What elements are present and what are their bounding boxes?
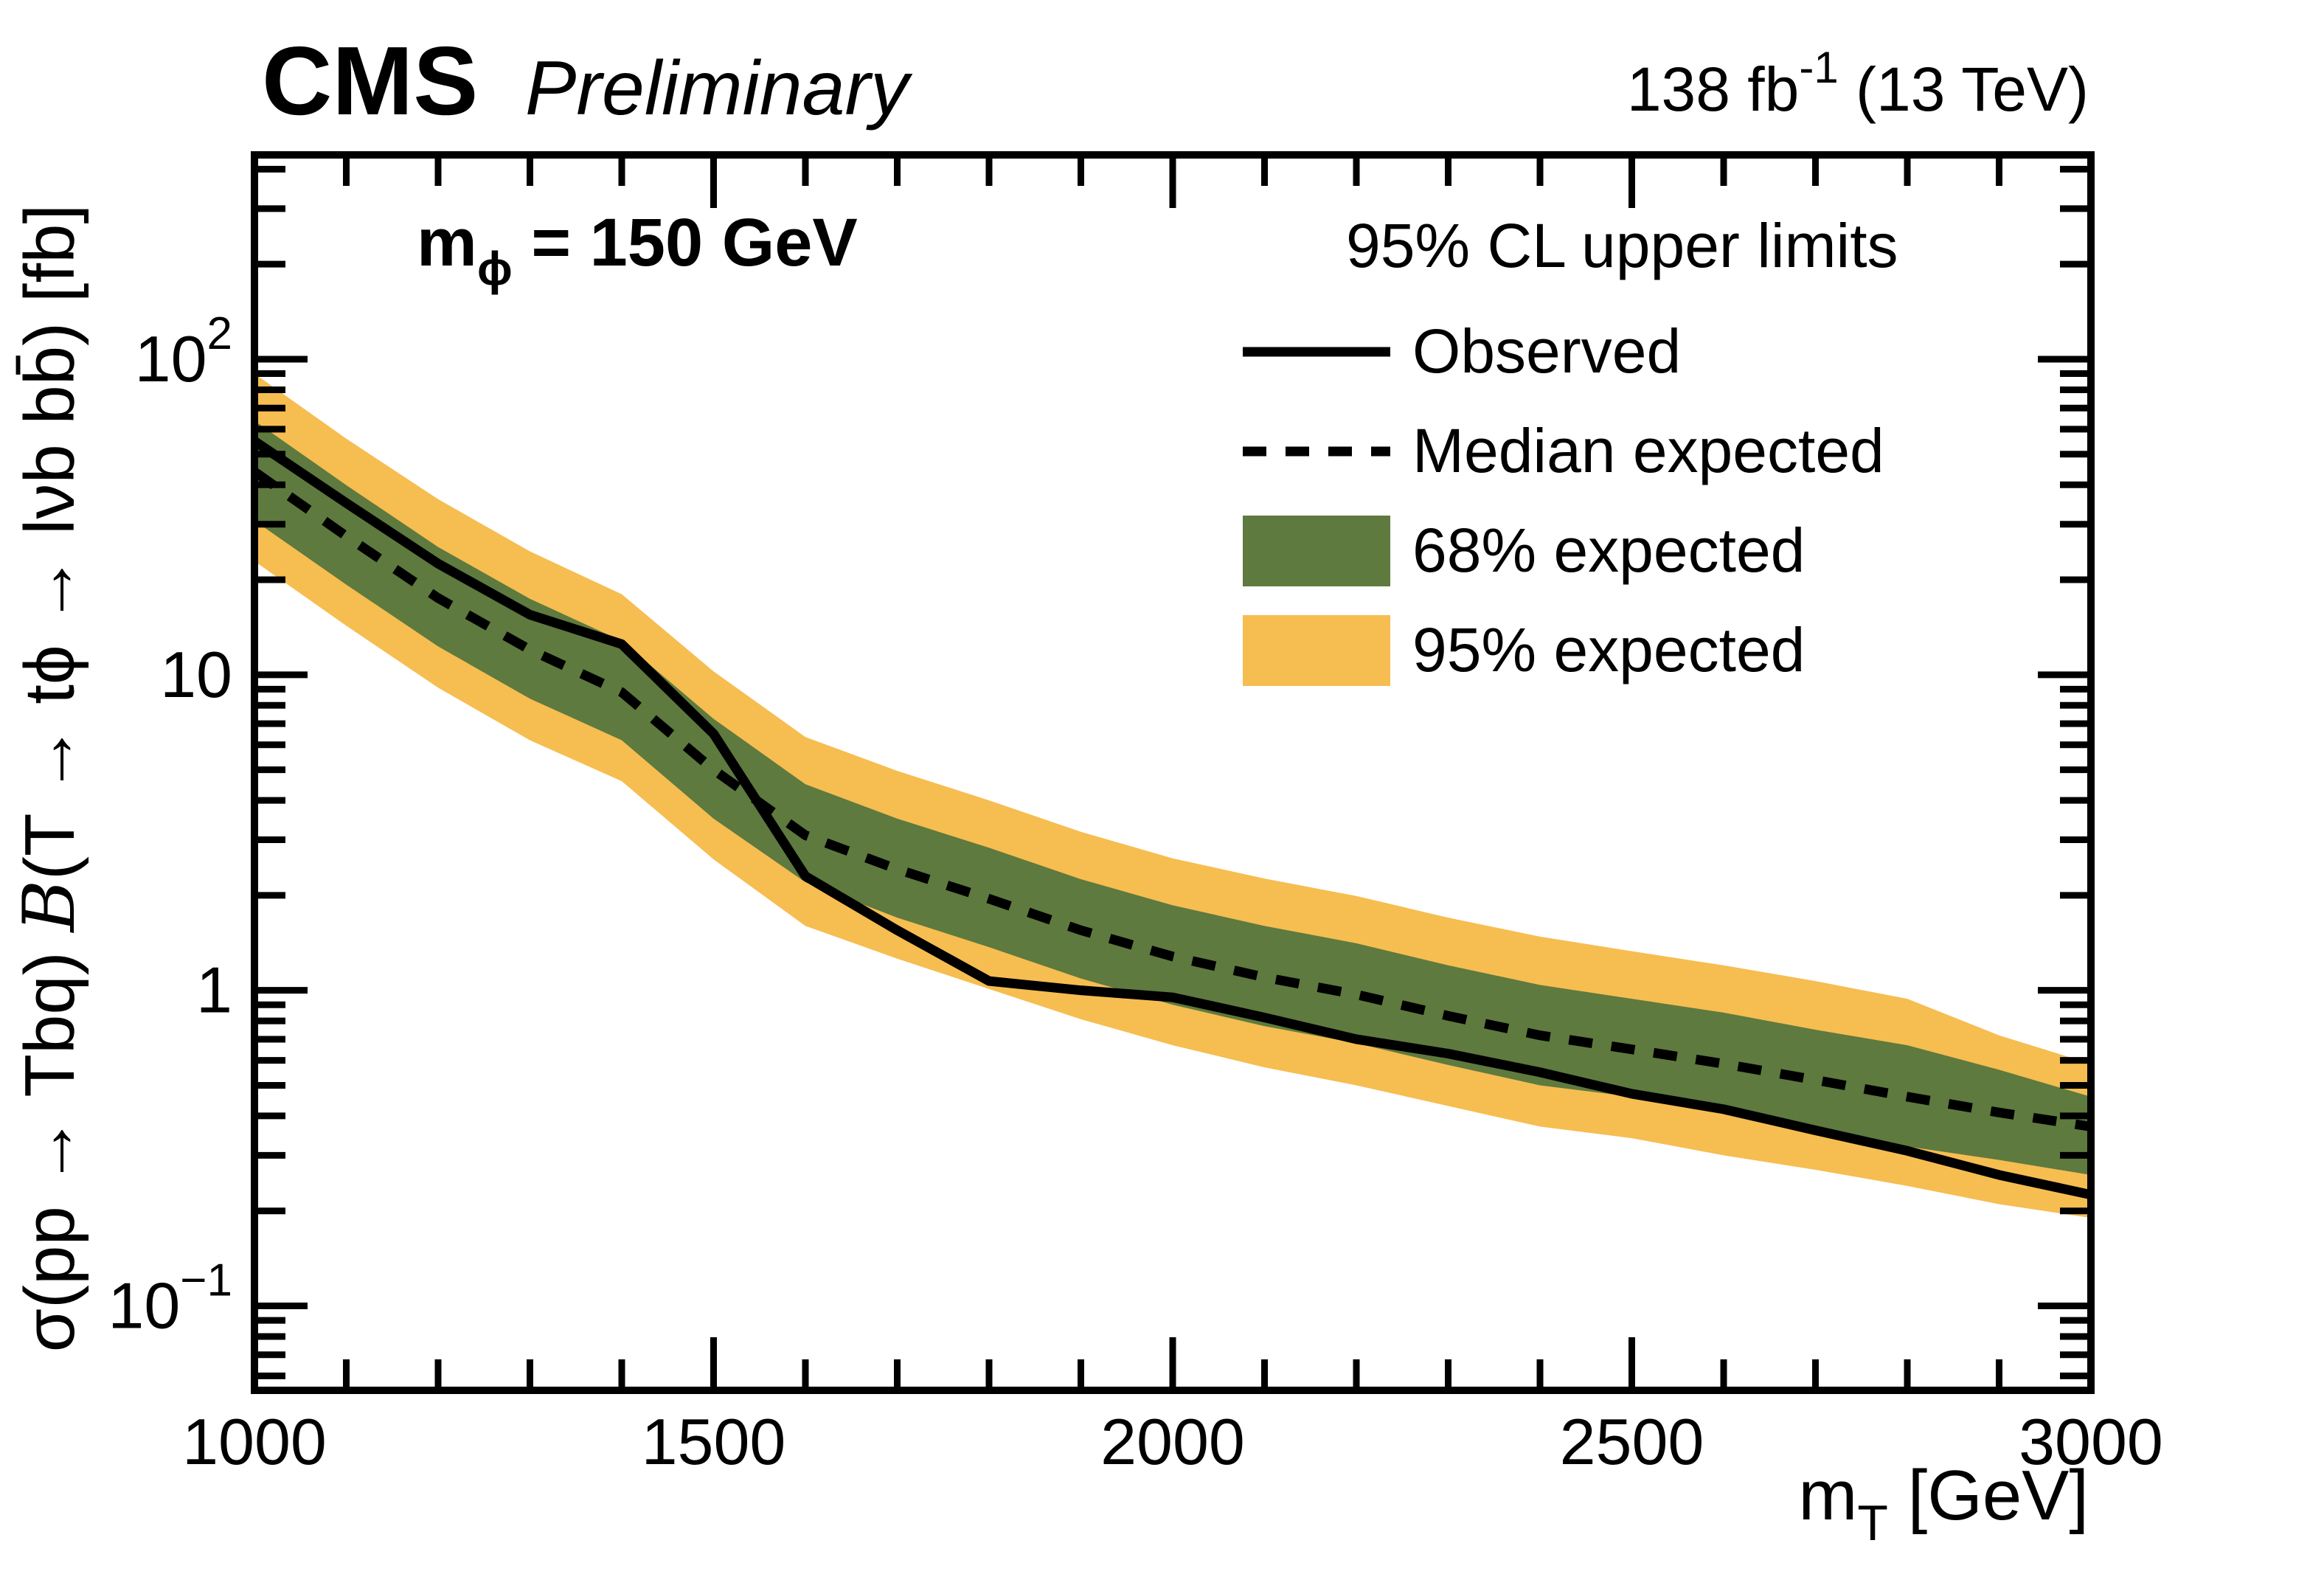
plot-frame — [251, 151, 2095, 1394]
x-tick-label: 1000 — [182, 1405, 327, 1478]
legend-band68-label: 68% expected — [1412, 516, 1805, 585]
median-expected-line — [252, 468, 2092, 1131]
legend-title: 95% CL upper limits — [1346, 211, 1898, 280]
legend-band95-label: 95% expected — [1412, 615, 1805, 684]
y-tick-label: 10 — [160, 638, 232, 711]
x-title-unit: [GeV] — [1888, 1456, 2089, 1535]
y-title-branching: B — [8, 880, 91, 934]
legend: 95% CL upper limits Observed Median expe… — [1243, 211, 1898, 686]
x-title-subscript: T — [1857, 1495, 1888, 1551]
y-title-decay: (T → tϕ → lνb bb̄) [fb] — [10, 204, 89, 880]
mass-symbol: m — [417, 205, 477, 280]
y-tick-label: 1 — [196, 954, 232, 1027]
y-tick-label: 102 — [135, 308, 232, 395]
legend-band95-swatch — [1243, 615, 1390, 686]
observed-limit-line — [252, 437, 2092, 1200]
y-axis-title: σ(pp → Tbq) B(T → tϕ → lνb bb̄) [fb] — [8, 204, 91, 1352]
mass-annotation: mϕ = 150 GeV — [417, 205, 858, 295]
y-title-sigma: σ(pp → Tbq) — [10, 932, 89, 1353]
legend-expected-label: Median expected — [1412, 416, 1884, 485]
legend-observed-label: Observed — [1412, 316, 1681, 386]
x-tick-label: 1500 — [642, 1405, 786, 1478]
mass-subscript: ϕ — [477, 242, 513, 295]
band-68-expected — [254, 420, 2091, 1175]
x-axis-title: mT [GeV] — [1798, 1456, 2089, 1551]
y-tick-label: 10−1 — [108, 1255, 232, 1342]
x-title-symbol: m — [1798, 1456, 1857, 1535]
lumi-energy: (13 TeV) — [1839, 55, 2089, 124]
x-tick-label: 2500 — [1560, 1405, 1704, 1478]
x-tick-label: 3000 — [2019, 1405, 2163, 1478]
experiment-logo: CMS — [262, 27, 478, 135]
luminosity-label: 138 fb-1 (13 TeV) — [1627, 43, 2089, 124]
lumi-value: 138 fb — [1627, 55, 1800, 124]
legend-band68-swatch — [1243, 516, 1390, 586]
plot-area: 1000 1500 2000 2500 3000 102 10 1 10−1 — [108, 151, 2163, 1478]
lumi-exponent: -1 — [1799, 43, 1838, 92]
mass-value: = 150 GeV — [513, 205, 858, 280]
x-tick-label: 2000 — [1100, 1405, 1245, 1478]
status-label: Preliminary — [525, 46, 913, 131]
